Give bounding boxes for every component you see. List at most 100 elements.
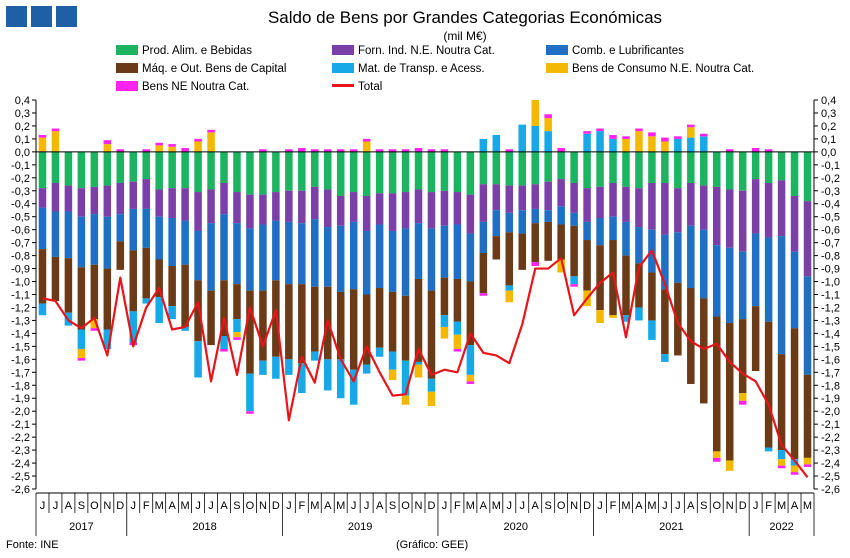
- bar-segment: [168, 218, 176, 266]
- bar-segment: [609, 135, 617, 139]
- bar-segment: [635, 188, 643, 228]
- x-month-label: A: [480, 500, 488, 512]
- bar-segment: [51, 211, 60, 257]
- y-tick-label-left: -0,8: [11, 251, 30, 263]
- bar-segment: [401, 192, 410, 229]
- y-tick-label-left: -1,6: [11, 354, 30, 366]
- logo-block-1: [6, 6, 27, 27]
- bar-segment: [38, 135, 47, 138]
- bar-segment: [622, 151, 630, 187]
- y-tick-label-left: -2,4: [11, 458, 30, 470]
- bar-segment: [687, 137, 695, 152]
- bar-segment: [687, 124, 695, 128]
- bar-segment: [440, 151, 449, 191]
- bar-segment: [168, 146, 176, 152]
- bar-segment: [375, 149, 384, 152]
- bar-segment: [505, 149, 514, 152]
- bar-segment: [116, 241, 125, 270]
- y-tick-label-right: -2,1: [821, 419, 840, 431]
- bar-segment: [479, 138, 488, 152]
- bar-segment: [246, 228, 254, 291]
- legend-swatch: [332, 62, 354, 73]
- bar-segment: [388, 351, 397, 370]
- bar-segment: [531, 208, 539, 224]
- bar-segment: [648, 132, 656, 137]
- x-month-label: S: [545, 500, 552, 512]
- y-tick-label-left: -1,1: [11, 290, 30, 302]
- bar-segment: [181, 220, 189, 265]
- bar-segment: [712, 316, 721, 452]
- x-month-label: M: [621, 500, 630, 512]
- bar-segment: [155, 145, 163, 152]
- bar-segment: [596, 310, 604, 324]
- bar-segment: [207, 223, 215, 291]
- bar-segment: [427, 228, 436, 291]
- bar-segment: [790, 195, 799, 252]
- bar-segment: [375, 193, 384, 225]
- y-tick-label-right: -0,1: [821, 160, 840, 172]
- bar-segment: [777, 450, 786, 460]
- bar-segment: [323, 227, 332, 287]
- bar-segment: [77, 188, 86, 217]
- bar-segment: [492, 151, 501, 185]
- bar-segment: [311, 219, 319, 287]
- bar-segment: [518, 185, 527, 211]
- x-month-label: J: [597, 500, 603, 512]
- total-line: [42, 249, 809, 479]
- bar-segment: [388, 149, 397, 152]
- bar-segment: [103, 329, 112, 349]
- bar-segment: [323, 189, 332, 228]
- bar-segment: [311, 149, 319, 152]
- x-month-label: M: [647, 500, 656, 512]
- bar-segment: [505, 185, 514, 213]
- bar-segment: [764, 237, 773, 322]
- bar-segment: [738, 251, 747, 320]
- bar-segment: [64, 258, 73, 313]
- bar-segment: [388, 230, 397, 292]
- y-tick-label-right: -1,8: [821, 380, 840, 392]
- bar-segment: [531, 100, 539, 126]
- bar-segment: [596, 218, 604, 246]
- bar-segment: [531, 125, 539, 152]
- bar-segment: [751, 233, 760, 307]
- bar-segment: [272, 220, 280, 281]
- bar-segment: [674, 151, 682, 189]
- bar-segment: [687, 151, 695, 183]
- bar-segment: [181, 147, 189, 152]
- y-tick-label-right: -2,2: [821, 432, 840, 444]
- bar-segment: [635, 263, 643, 308]
- bar-segment: [336, 291, 345, 360]
- logo-block-2: [31, 6, 52, 27]
- bar-segment: [103, 185, 112, 217]
- legend-label: Total: [358, 81, 383, 93]
- bar-segment: [777, 354, 786, 451]
- legend-label: Mat. de Transp. e Acess.: [358, 63, 485, 75]
- x-month-label: J: [662, 500, 668, 512]
- x-month-label: O: [712, 500, 721, 512]
- bar-segment: [712, 151, 721, 187]
- bar-segment: [336, 149, 345, 152]
- bar-segment: [362, 294, 371, 365]
- x-month-label: S: [389, 500, 396, 512]
- bar-segment: [116, 151, 125, 183]
- x-month-label: O: [557, 500, 566, 512]
- bar-segment: [168, 188, 176, 218]
- bar-segment: [557, 179, 565, 207]
- bar-segment: [725, 189, 734, 248]
- x-month-label: F: [765, 500, 772, 512]
- bar-segment: [401, 149, 410, 152]
- bar-segment: [738, 319, 747, 394]
- bar-segment: [570, 276, 578, 285]
- x-month-label: S: [700, 500, 707, 512]
- legend-item-comb: Comb. e Lubrificantes: [546, 44, 684, 58]
- bar-segment: [375, 288, 384, 348]
- bar-segment: [285, 190, 293, 222]
- x-month-label: M: [777, 500, 786, 512]
- x-month-label: O: [90, 500, 99, 512]
- legend-swatch: [116, 80, 138, 91]
- bar-segment: [414, 364, 423, 378]
- bar-segment: [194, 141, 202, 152]
- x-month-label: F: [454, 500, 461, 512]
- bar-segment: [518, 151, 527, 186]
- bar-segment: [661, 141, 669, 152]
